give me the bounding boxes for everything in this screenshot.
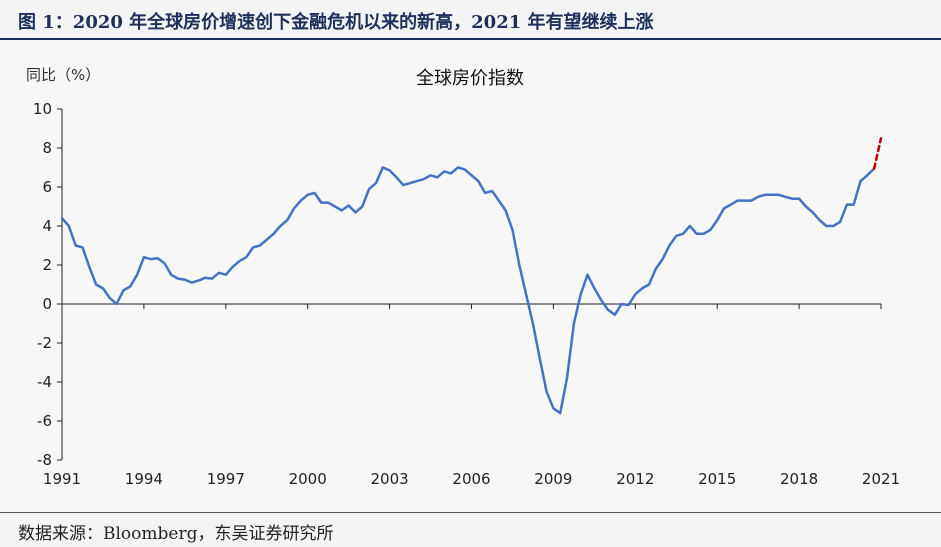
- x-tick-label: 2015: [698, 470, 736, 488]
- x-tick-label: 2018: [780, 470, 818, 488]
- y-tick-label: -4: [37, 373, 52, 391]
- chart-title: 全球房价指数: [416, 68, 524, 89]
- x-tick-label: 2009: [534, 470, 572, 488]
- x-tick-label: 1994: [125, 470, 163, 488]
- x-tick-label: 2003: [371, 470, 409, 488]
- y-tick-label: -2: [37, 334, 52, 352]
- figure-header: 图 1：2020 年全球房价增速创下金融危机以来的新高，2021 年有望继续上涨: [0, 0, 941, 38]
- x-tick-label: 2006: [452, 470, 490, 488]
- y-tick-label: 2: [42, 256, 52, 274]
- figure-title: 图 1：2020 年全球房价增速创下金融危机以来的新高，2021 年有望继续上涨: [18, 12, 654, 33]
- x-tick-label: 2012: [616, 470, 654, 488]
- x-tick-label: 1991: [43, 470, 81, 488]
- y-tick-label: 8: [42, 139, 52, 157]
- footer-divider: [0, 512, 941, 513]
- y-tick-label: 6: [42, 178, 52, 196]
- y-tick-label: 10: [33, 100, 52, 118]
- figure-source: 数据来源：Bloomberg，东吴证券研究所: [18, 524, 334, 544]
- house-price-series-line: [60, 166, 876, 415]
- forecast-series-line: [872, 137, 883, 170]
- header-divider: [0, 38, 941, 40]
- y-tick-label: 4: [42, 217, 52, 235]
- x-tick-label: 2021: [862, 470, 900, 488]
- y-tick-label: -8: [37, 451, 52, 469]
- y-tick-label: -6: [37, 412, 52, 430]
- x-tick-label: 2000: [289, 470, 327, 488]
- series-layer: [60, 137, 883, 415]
- y-axis-unit-label: 同比（%）: [26, 66, 100, 84]
- x-tick-label: 1997: [207, 470, 245, 488]
- plot-background: [0, 40, 941, 512]
- y-tick-label: 0: [42, 295, 52, 313]
